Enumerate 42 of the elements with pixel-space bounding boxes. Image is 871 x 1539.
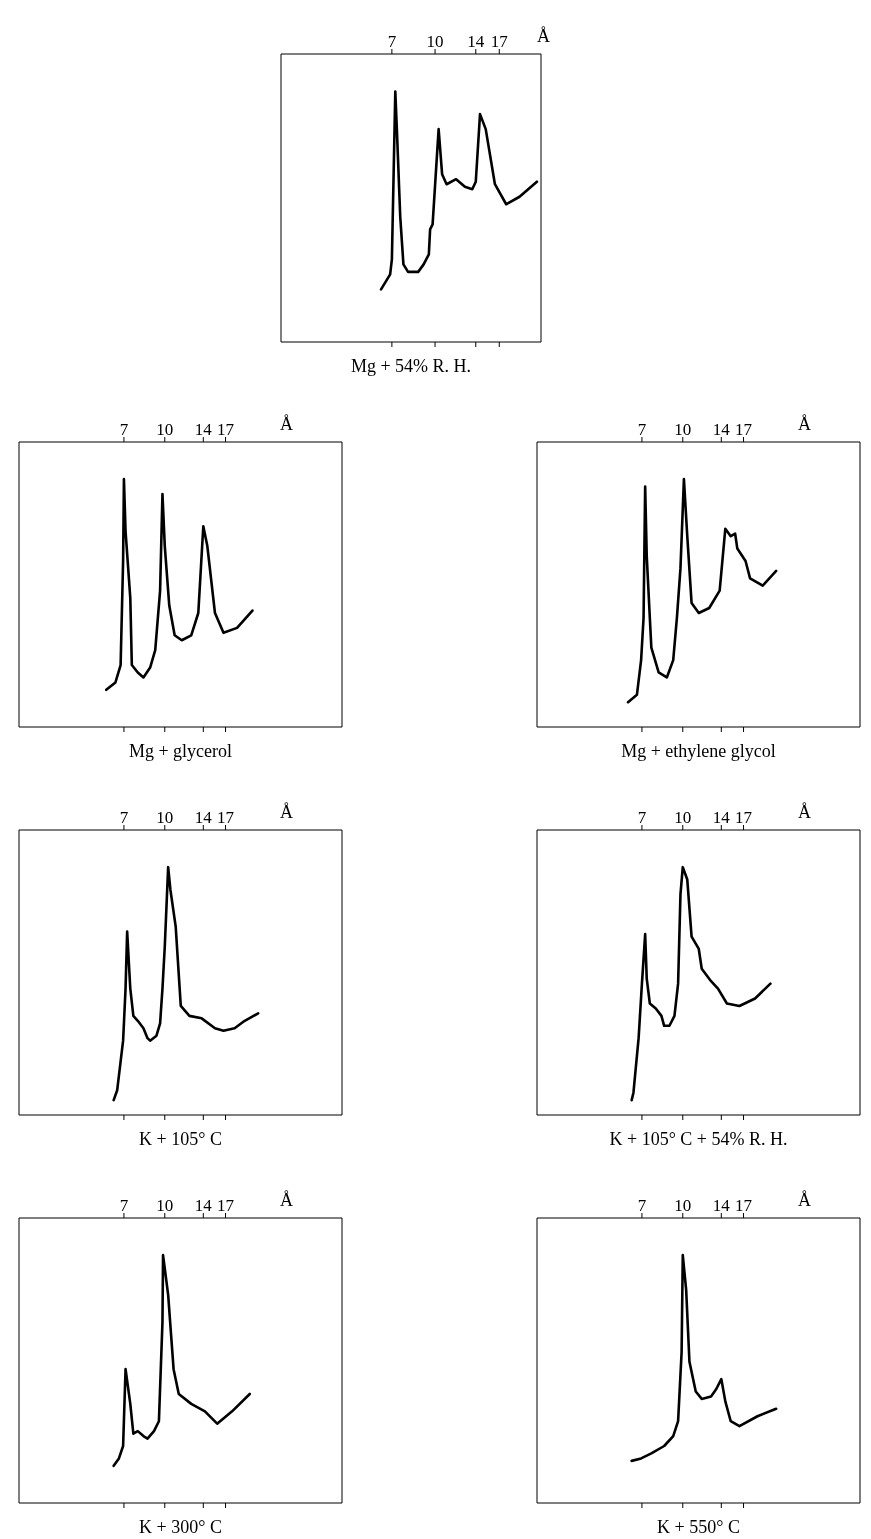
x-tick-label: 10 <box>674 808 692 827</box>
text: K + 300° C <box>138 1517 223 1538</box>
x-axis-title: Å <box>537 26 550 47</box>
text: Mg + glycerol <box>127 741 234 762</box>
x-axis-title: Å <box>280 802 293 823</box>
x-tick-label: 17 <box>735 1196 753 1215</box>
x-axis-title: Å <box>798 1190 811 1211</box>
x-tick-label: 14 <box>194 808 213 827</box>
x-axis-title: Å <box>798 414 811 435</box>
x-tick-label: 7 <box>637 1196 647 1215</box>
text: K + 550° C <box>656 1517 741 1538</box>
x-tick-label: 10 <box>426 32 444 51</box>
x-tick-label: 10 <box>156 1196 174 1215</box>
text: K + 105° C <box>138 1129 223 1150</box>
x-tick-label: 14 <box>712 808 731 827</box>
x-tick-label: 10 <box>674 420 692 439</box>
x-tick-label: 17 <box>217 808 235 827</box>
text: Mg + 54% R. H. <box>349 356 473 377</box>
x-tick-label: 17 <box>217 420 235 439</box>
x-tick-label: 17 <box>217 1196 235 1215</box>
x-tick-label: 7 <box>119 1196 129 1215</box>
x-tick-label: 7 <box>637 808 647 827</box>
x-tick-label: 17 <box>490 32 509 51</box>
x-tick-label: 7 <box>119 420 129 439</box>
x-tick-label: 7 <box>387 32 397 51</box>
text: K + 105° C + 54% R. H. <box>608 1129 789 1150</box>
x-tick-label: 14 <box>467 32 485 51</box>
x-tick-label: 7 <box>119 808 129 827</box>
x-axis-title: Å <box>798 802 811 823</box>
x-tick-label: 17 <box>735 808 753 827</box>
x-tick-label: 10 <box>156 808 174 827</box>
x-tick-label: 14 <box>712 1196 731 1215</box>
x-tick-label: 10 <box>156 420 174 439</box>
x-tick-label: 14 <box>712 420 731 439</box>
x-axis-title: Å <box>280 414 293 435</box>
x-tick-label: 10 <box>674 1196 692 1215</box>
x-axis-title: Å <box>280 1190 293 1211</box>
x-tick-label: 14 <box>194 1196 213 1215</box>
x-tick-label: 7 <box>637 420 647 439</box>
x-tick-label: 14 <box>194 420 213 439</box>
text: Mg + ethylene glycol <box>620 741 777 762</box>
x-tick-label: 17 <box>735 420 753 439</box>
